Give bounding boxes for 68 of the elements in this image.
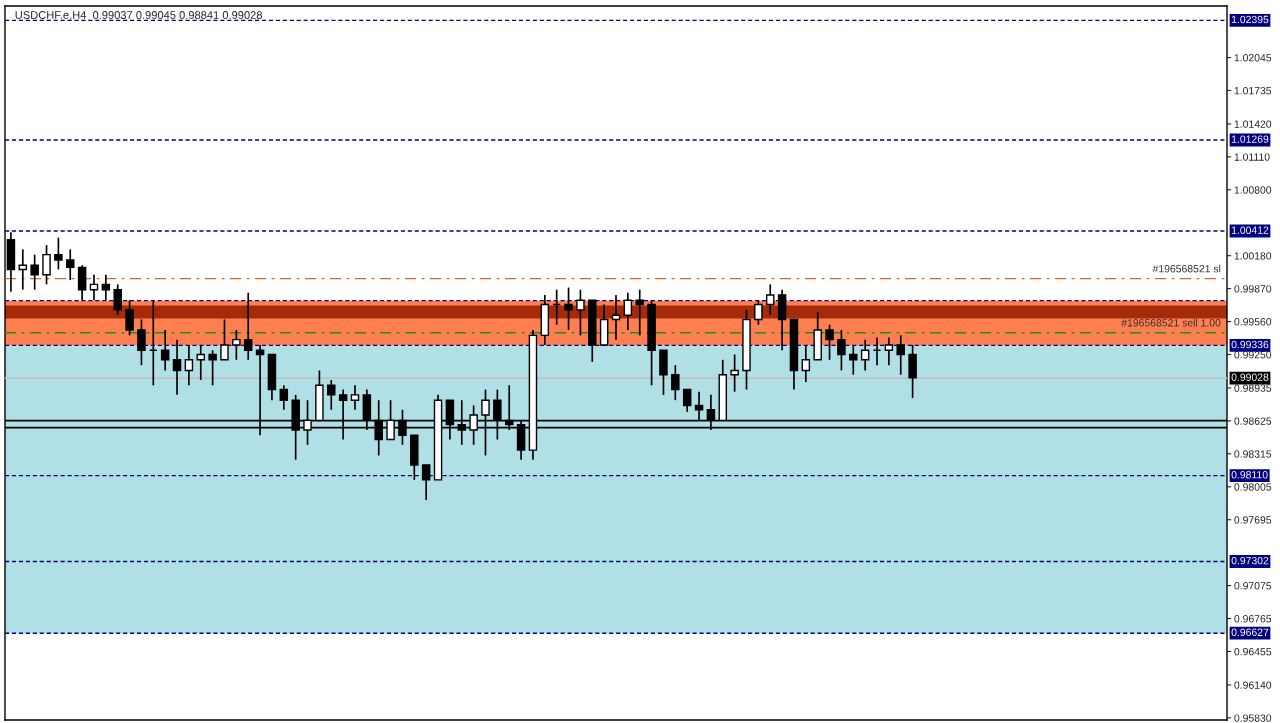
ref-line-label: 1.01269: [1231, 135, 1269, 143]
ref-line-label: 1.02395: [1231, 15, 1269, 24]
ref-line-label: 0.97302: [1231, 556, 1269, 565]
candlestick: [860, 338, 870, 372]
candlestick: [908, 344, 917, 399]
candlestick: [220, 318, 229, 361]
candlestick: [671, 364, 680, 402]
y-tick-label: 0.98005: [1234, 483, 1272, 491]
ref-line-label: 0.98110: [1231, 471, 1268, 479]
candlestick: [765, 283, 775, 317]
y-tick-label: 1.01735: [1234, 86, 1272, 95]
candlestick: [421, 464, 431, 501]
candlestick: [896, 334, 905, 376]
candlestick: [327, 379, 336, 411]
candlestick: [243, 292, 253, 361]
y-tick-label: 1.02045: [1234, 54, 1272, 62]
candlestick: [576, 288, 585, 337]
y-tick-label: 0.95830: [1234, 714, 1272, 722]
y-tick-label: 0.97075: [1234, 582, 1272, 590]
ref-line-label: 0.96627: [1231, 628, 1269, 636]
y-tick-label: 1.00800: [1234, 186, 1272, 194]
ref-line-label: 0.99336: [1231, 340, 1269, 349]
candlestick: [730, 353, 739, 393]
y-tick-label: 0.99250: [1234, 351, 1272, 359]
candlestick: [849, 344, 858, 376]
y-tick-label: 0.96140: [1234, 681, 1272, 689]
candlestick: [184, 344, 194, 387]
candlestick: [113, 283, 122, 317]
y-tick-label: 0.97695: [1234, 516, 1272, 524]
candlestick: [137, 318, 146, 366]
candlestick: [837, 329, 846, 372]
ref-line-label: #196568521 sl: [1152, 264, 1221, 273]
candlestick: [623, 292, 633, 331]
candlestick: [635, 288, 644, 337]
candlestick: [160, 329, 170, 372]
candlestick: [232, 329, 241, 361]
y-tick-label: 1.01110: [1234, 153, 1270, 161]
y-tick-label: 0.98625: [1234, 417, 1272, 425]
y-tick-label: 1.00180: [1234, 252, 1272, 260]
candlestick: [350, 384, 360, 411]
candlestick: [884, 336, 894, 366]
candlestick: [54, 236, 63, 271]
chart-title: USDCHF.e,H4 0.99037 0.99045 0.98841 0.99028: [15, 11, 262, 21]
candlestick: [172, 338, 182, 396]
candlestick: [77, 264, 87, 302]
y-tick-label: 1.01420: [1234, 120, 1272, 128]
y-tick-label: 0.98315: [1234, 450, 1272, 458]
candlestick: [825, 323, 834, 361]
y-tick-label: 0.98935: [1234, 384, 1272, 392]
candlestick: [754, 299, 763, 326]
candlestick: [30, 253, 39, 291]
candlestick: [611, 294, 621, 341]
candlestick: [279, 384, 289, 411]
candlestick: [125, 299, 134, 337]
ref-line-label: 0.99028: [1231, 373, 1269, 381]
y-tick-label: 0.99560: [1234, 318, 1272, 326]
ref-line-label: 1.00412: [1231, 226, 1269, 234]
candlestick: [196, 344, 206, 381]
y-tick-label: 0.96455: [1234, 647, 1272, 656]
candlestick: [65, 248, 75, 281]
y-tick-label: 0.99870: [1234, 285, 1272, 293]
y-tick-label: 0.96765: [1234, 615, 1272, 623]
candlestick: [564, 286, 573, 331]
candlestick: [801, 344, 811, 383]
ref-line-label: #196568521 sell 1.00: [1121, 318, 1221, 327]
candlestick: [682, 388, 692, 413]
candlestick: [42, 244, 51, 286]
candlestick: [208, 349, 217, 387]
